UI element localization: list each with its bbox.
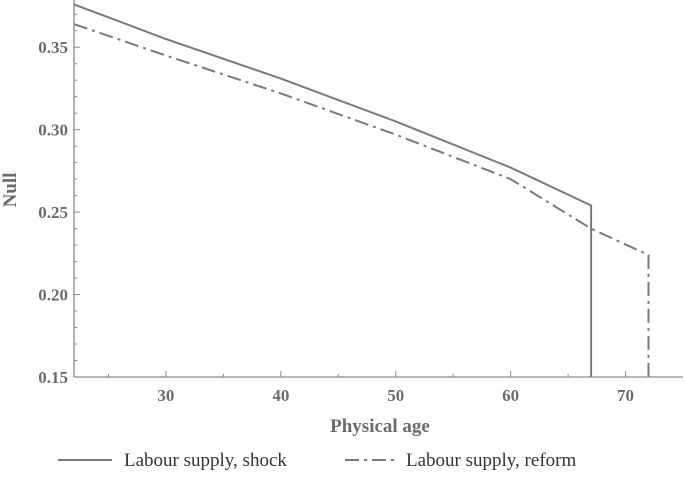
series-line-0 [73,3,593,377]
legend-label-1: Labour supply, reform [406,450,576,471]
x-tick-label: 50 [387,386,404,405]
x-tick-label: 30 [157,386,174,405]
y-tick-label: 0.20 [38,286,68,305]
y-axis-title: Null [0,173,21,208]
x-tick-label: 60 [502,386,519,405]
y-tick-label: 0.35 [38,38,68,57]
y-axis-ticks: 0.15 0.20 0.25 0.30 0.35 [38,13,80,387]
y-tick-label: 0.15 [38,368,68,387]
legend-label-0: Labour supply, shock [124,450,287,471]
y-tick-label: 0.25 [38,203,68,222]
plot-frame [73,0,683,378]
x-tick-label: 70 [617,386,634,405]
x-tick-label: 40 [272,386,289,405]
y-tick-label: 0.30 [38,121,68,140]
series-line-1 [73,23,650,377]
x-axis-ticks: 30 40 50 60 70 [107,371,634,405]
x-axis-title: Physical age [330,416,430,437]
legend: Labour supply, shock Labour supply, refor… [58,450,576,471]
series-layer [73,3,650,377]
